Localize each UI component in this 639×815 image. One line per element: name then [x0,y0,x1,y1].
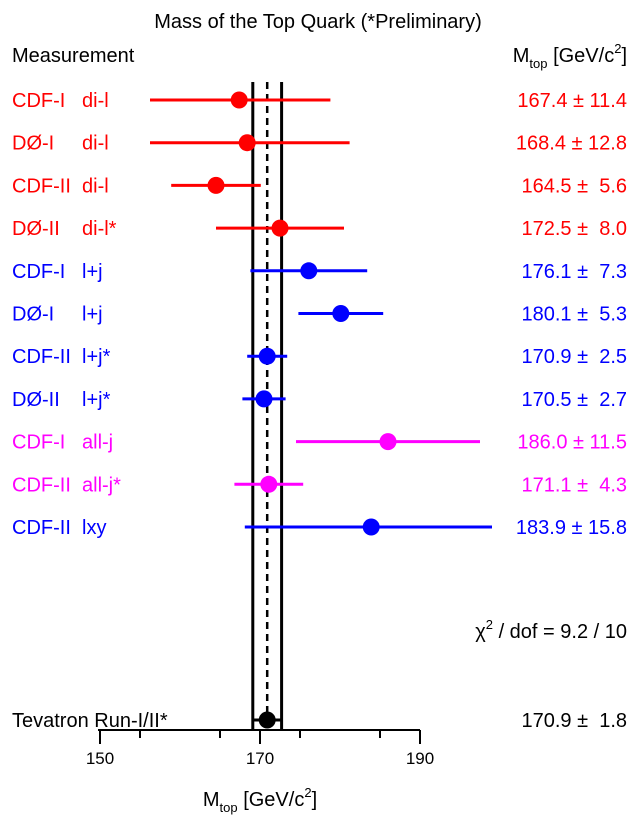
measurement-row-4: CDF-I l+j 176.1 ± 7.3 [12,261,627,283]
experiment-label: DØ-II [12,218,60,240]
measurement-row-8: CDF-I all-j 186.0 ± 11.5 [12,432,627,454]
value-label: 170.9 ± 1.8 [522,710,628,732]
channel-label: di-l [82,133,109,155]
experiment-label: DØ-I [12,304,54,326]
combined-row: Tevatron Run-I/II* 170.9 ± 1.8 [12,710,627,732]
experiment-label: CDF-I [12,90,65,112]
header-mtop: Mtop [GeV/c2] [513,41,627,71]
data-point [230,91,248,109]
channel-label: all-j [82,432,113,454]
channel-label: all-j* [82,474,121,496]
tick-label: 150 [86,749,114,768]
value-label: 176.1 ± 7.3 [522,261,628,283]
value-label: 167.4 ± 11.4 [517,90,627,112]
channel-label: di-l* [82,218,117,240]
data-point [258,347,276,365]
channel-label: l+j [82,304,103,326]
value-label: 170.5 ± 2.7 [522,389,628,411]
data-point [258,711,276,729]
data-point [238,134,256,152]
experiment-label: DØ-II [12,389,60,411]
measurement-rows: CDF-I di-l 167.4 ± 11.4 DØ-I di-l 168.4 ± 12.… [12,90,627,539]
data-point [260,475,278,493]
data-point [362,518,380,536]
experiment-label: CDF-II [12,474,71,496]
tick-label: 170 [246,749,274,768]
value-label: 183.9 ± 15.8 [516,517,627,539]
header-measurement: Measurement [12,45,135,67]
channel-label: di-l [82,90,109,112]
data-point [379,433,397,451]
value-label: 172.5 ± 8.0 [522,218,628,240]
experiment-label: DØ-I [12,133,54,155]
experiment-label: CDF-II [12,517,71,539]
measurement-row-7: DØ-II l+j* 170.5 ± 2.7 [12,389,627,411]
measurement-row-6: CDF-II l+j* 170.9 ± 2.5 [12,346,627,368]
measurement-row-5: DØ-I l+j 180.1 ± 5.3 [12,304,627,326]
channel-label: l+j* [82,346,111,368]
measurement-row-2: CDF-II di-l 164.5 ± 5.6 [12,175,627,197]
data-point [207,176,225,194]
value-label: 170.9 ± 2.5 [522,346,628,368]
channel-label: l+j [82,261,103,283]
x-axis-label: Mtop [GeV/c2] [203,785,317,815]
experiment-label: CDF-II [12,346,71,368]
x-axis-ticks: 150 170 190 [86,730,434,768]
channel-label: l+j* [82,389,111,411]
data-point [300,262,318,280]
experiment-label: CDF-I [12,432,65,454]
data-point [255,390,273,408]
chi2-text: χ2 / dof = 9.2 / 10 [475,617,627,643]
value-label: 164.5 ± 5.6 [522,175,628,197]
combined-label: Tevatron Run-I/II* [12,710,168,732]
experiment-label: CDF-II [12,175,71,197]
data-point [271,219,289,237]
tick-label: 190 [406,749,434,768]
channel-label: di-l [82,175,109,197]
measurement-row-9: CDF-II all-j* 171.1 ± 4.3 [12,474,627,496]
measurement-row-1: DØ-I di-l 168.4 ± 12.8 [12,133,627,155]
experiment-label: CDF-I [12,261,65,283]
chart-title: Mass of the Top Quark (*Preliminary) [154,11,482,33]
measurement-row-0: CDF-I di-l 167.4 ± 11.4 [12,90,627,112]
combined-measurement: Tevatron Run-I/II* 170.9 ± 1.8 [12,710,627,732]
data-point [332,305,350,322]
value-label: 168.4 ± 12.8 [516,133,627,155]
channel-label: lxy [82,517,106,539]
measurement-row-3: DØ-II di-l* 172.5 ± 8.0 [12,218,627,240]
value-label: 180.1 ± 5.3 [522,304,628,326]
measurement-row-10: CDF-II lxy 183.9 ± 15.8 [12,517,627,539]
value-label: 186.0 ± 11.5 [517,432,627,454]
value-label: 171.1 ± 4.3 [522,474,628,496]
